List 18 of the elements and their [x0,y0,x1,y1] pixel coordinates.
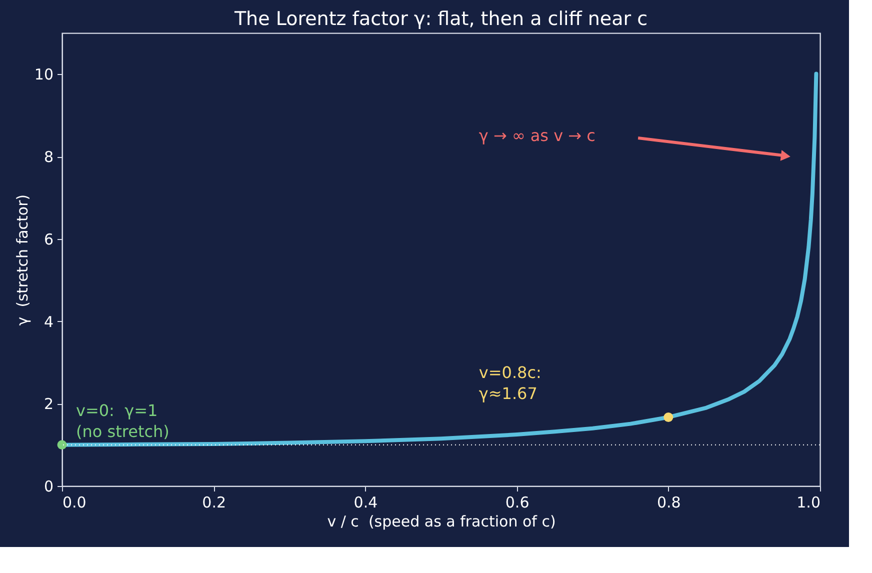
x-tick-label: 0.4 [354,494,378,512]
y-axis-title: γ (stretch factor) [13,194,32,326]
y-tick-label: 2 [44,395,54,414]
y-tick-label: 8 [44,148,54,166]
x-tick-label: 0.0 [62,494,86,512]
y-tick-label: 0 [44,478,54,496]
y-tick-label: 10 [34,66,54,84]
y-tick-label: 4 [44,312,54,331]
x-tick-label: 0.2 [202,494,226,512]
x-axis-title: v / c (speed as a fraction of c) [327,512,556,530]
annotation: v=0.8c: γ≈1.67 [478,362,542,403]
annotation: γ → ∞ as v → c [478,126,596,145]
annotation: v=0: γ=1 (no stretch) [76,400,170,441]
x-tick-label: 0.8 [656,494,681,512]
x-tick-label: 0.6 [505,494,530,512]
x-tick-label: 1.0 [796,494,820,512]
y-tick-label: 6 [44,230,54,248]
chart-title: The Lorentz factor γ: flat, then a cliff near c [233,8,648,30]
